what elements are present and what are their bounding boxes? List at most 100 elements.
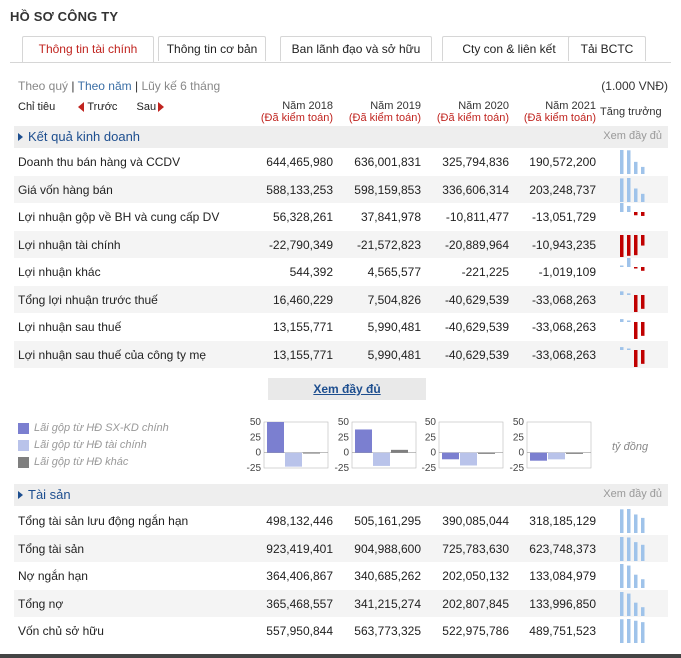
sparkline-bar	[641, 544, 645, 561]
y-tick-label: 0	[255, 448, 261, 459]
sparkline-bar	[620, 319, 624, 322]
sparkline-bar	[627, 205, 631, 212]
filter-year[interactable]: Theo năm	[77, 79, 132, 93]
sparkline-bar	[634, 234, 638, 255]
sparkline-bar	[620, 177, 624, 202]
tab-management-ownership[interactable]: Ban lãnh đạo và sở hữu	[280, 36, 432, 61]
next-button[interactable]: Sau	[136, 101, 157, 113]
year-label: Năm 2019	[370, 100, 421, 112]
row-label: Tổng tài sản	[18, 541, 85, 556]
sparkline-bar	[627, 619, 631, 643]
audit-label: (Đã kiểm toán)	[523, 112, 596, 124]
chart-bar	[373, 452, 390, 466]
sparkline-bar	[627, 509, 631, 533]
table-row: Lợi nhuận gộp về BH và cung cấp DV 56,328…	[14, 203, 668, 230]
row-value: 644,465,980	[266, 155, 333, 169]
sparkline-bar	[627, 234, 631, 256]
tab-financial-info[interactable]: Thông tin tài chính	[22, 36, 154, 63]
filter-quarter[interactable]: Theo quý	[18, 79, 69, 93]
row-value: 498,132,446	[266, 514, 333, 528]
chart-unit-label: tỷ đồng	[612, 441, 649, 453]
growth-sparkline	[620, 536, 645, 561]
chart-bar	[303, 452, 320, 454]
table-row: Nợ ngắn hạn 364,406,867 340,685,262 202,050…	[14, 562, 668, 589]
tab-basic-info[interactable]: Thông tin cơ bản	[158, 36, 266, 61]
row-value: 557,950,844	[266, 624, 333, 638]
row-label: Lợi nhuận tài chính	[18, 237, 121, 252]
row-label: Doanh thu bán hàng và CCDV	[18, 155, 181, 169]
view-full-button[interactable]: Xem đầy đủ	[268, 378, 426, 400]
sparkline-bar	[627, 348, 631, 350]
sparkline-bar	[641, 212, 645, 216]
table-row: Tổng tài sản 923,419,401 904,988,600 725,78…	[14, 534, 668, 562]
row-value: 340,685,262	[354, 569, 421, 583]
row-value: 56,328,261	[272, 210, 333, 224]
row-label: Nợ ngắn hạn	[18, 569, 88, 583]
filter-sep: |	[68, 79, 78, 93]
row-value: -13,051,729	[531, 210, 596, 224]
row-value: -221,225	[461, 265, 509, 279]
legend-swatch	[18, 423, 29, 434]
row-value: 489,751,523	[529, 624, 596, 638]
tab-download-reports[interactable]: Tải BCTC	[568, 36, 646, 61]
sparkline-bar	[620, 290, 624, 295]
chart-bar	[285, 452, 302, 467]
y-tick-label: 0	[430, 448, 436, 459]
y-tick-label: 0	[518, 448, 524, 459]
sparkline-bar	[620, 536, 624, 561]
gross-profit-chart: 50 25 0 -25	[422, 417, 504, 472]
y-tick-label: -25	[247, 463, 262, 472]
bottom-scrollbar[interactable]	[0, 654, 681, 658]
section-business-results[interactable]: Kết quả kinh doanh Xem đầy đủ	[14, 126, 668, 148]
row-value: 923,419,401	[266, 541, 333, 556]
row-value: 725,783,630	[442, 541, 509, 556]
section-assets[interactable]: Tài sản Xem đầy đủ	[14, 484, 668, 506]
row-value: 37,841,978	[360, 210, 421, 224]
growth-sparkline	[620, 150, 645, 174]
table-row: Lợi nhuận sau thuế của công ty mẹ 13,155,…	[14, 340, 668, 368]
row-value: 202,807,845	[442, 596, 509, 611]
page-title: HỒ SƠ CÔNG TY	[10, 9, 119, 24]
sparkline-bar	[627, 150, 631, 174]
prev-arrow-icon[interactable]	[78, 102, 85, 113]
y-tick-label: -25	[510, 463, 525, 472]
audit-label: (Đã kiểm toán)	[348, 112, 421, 124]
sparkline-bar	[620, 509, 624, 533]
sparkline-bar	[627, 320, 631, 322]
row-value: -33,068,263	[531, 347, 596, 362]
row-value: 636,001,831	[354, 155, 421, 169]
legend-label: Lãi gộp từ HĐ SX-KD chính	[34, 422, 169, 434]
sparkline-bar	[634, 349, 638, 367]
year-header: Năm 2019 (Đã kiểm toán)	[331, 100, 421, 124]
legend-label: Lãi gộp từ HĐ khác	[34, 456, 129, 468]
table-row: Vốn chủ sở hữu 557,950,844 563,773,325 522,…	[14, 617, 668, 644]
sparkline-bar	[620, 591, 624, 616]
sparkline-bar	[634, 212, 638, 216]
table-row: Tổng nợ 365,468,557 341,215,274 202,807,845…	[14, 589, 668, 617]
sparkline-bar	[627, 536, 631, 561]
y-tick-label: -25	[422, 463, 437, 472]
sparkline-bar	[620, 265, 624, 267]
next-arrow-icon[interactable]	[158, 102, 165, 113]
sparkline-bar	[641, 322, 645, 336]
row-value: 5,990,481	[367, 320, 421, 334]
filter-cumulative[interactable]: Lũy kế 6 tháng	[141, 79, 221, 93]
y-tick-label: 25	[250, 432, 262, 443]
sparkline-bar	[620, 203, 624, 212]
view-more-link[interactable]: Xem đầy đủ	[603, 488, 662, 500]
year-header: Năm 2020 (Đã kiểm toán)	[419, 100, 509, 124]
sparkline-bar	[634, 267, 638, 269]
chart-frame	[263, 421, 329, 469]
chart-frame	[438, 421, 504, 469]
row-value: 365,468,557	[266, 596, 333, 611]
tab-subsidiaries[interactable]: Cty con & liên kết	[442, 36, 576, 61]
growth-sparkline	[620, 619, 645, 643]
prev-button[interactable]: Trước	[87, 101, 118, 113]
row-label: Tổng tài sản lưu động ngắn hạn	[18, 514, 189, 528]
chart-bar	[442, 452, 459, 460]
legend-item: Lãi gộp từ HĐ SX-KD chính	[18, 420, 169, 437]
view-more-link[interactable]: Xem đầy đủ	[603, 130, 662, 142]
row-value: 190,572,200	[529, 155, 596, 169]
row-value: 13,155,771	[272, 320, 333, 334]
sparkline-bar	[634, 161, 638, 174]
